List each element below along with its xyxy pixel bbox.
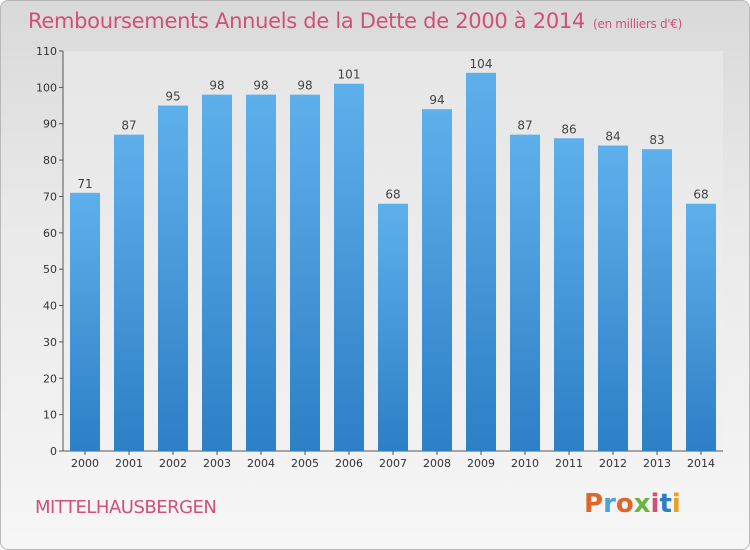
x-tick-label: 2001	[115, 457, 143, 470]
value-label: 87	[121, 119, 136, 133]
x-tick-label: 2010	[511, 457, 539, 470]
bar-2006	[334, 83, 364, 452]
logo-letter: r	[603, 489, 616, 519]
y-tick-label: 20	[43, 372, 57, 385]
logo-letter: o	[615, 489, 634, 519]
x-tick-label: 2012	[599, 457, 627, 470]
y-tick-label: 10	[43, 409, 57, 422]
value-label: 95	[165, 90, 180, 104]
value-label: 84	[605, 130, 620, 144]
y-tick-label: 110	[36, 45, 57, 58]
bar-2001	[114, 134, 144, 452]
chart-unit-note: (en milliers d'€)	[593, 17, 683, 31]
value-label: 104	[470, 57, 493, 71]
y-tick-label: 0	[50, 445, 57, 458]
x-tick-label: 2008	[423, 457, 451, 470]
x-tick-label: 2011	[555, 457, 583, 470]
x-tick-label: 2004	[247, 457, 275, 470]
bar-2005	[290, 94, 320, 452]
value-label: 94	[429, 93, 444, 107]
y-tick-label: 50	[43, 263, 57, 276]
x-tick-label: 2002	[159, 457, 187, 470]
bar-2012	[598, 145, 628, 451]
x-tick-label: 2014	[687, 457, 715, 470]
value-label: 86	[561, 122, 576, 136]
x-tick-label: 2003	[203, 457, 231, 470]
logo-letter: P	[584, 489, 604, 519]
value-label: 68	[385, 188, 400, 202]
value-label: 68	[693, 188, 708, 202]
bar-2004	[246, 94, 276, 452]
x-tick-label: 2006	[335, 457, 363, 470]
x-tick-label: 2005	[291, 457, 319, 470]
bar-2008	[422, 109, 452, 451]
value-label: 71	[77, 177, 92, 191]
y-tick-label: 70	[43, 190, 57, 203]
proxiti-logo: Proxiti	[584, 489, 681, 519]
y-tick-label: 100	[36, 81, 57, 94]
y-tick-label: 60	[43, 227, 57, 240]
bar-2007	[378, 203, 408, 451]
value-label: 98	[209, 79, 224, 93]
logo-letter: i	[671, 489, 681, 519]
logo-letter: x	[633, 489, 651, 519]
value-label: 87	[517, 119, 532, 133]
value-label: 101	[338, 68, 361, 82]
bar-2013	[642, 149, 672, 451]
chart-title-text: Remboursements Annuels de la Dette de 20…	[28, 9, 585, 33]
bar-2000	[70, 192, 100, 451]
value-label: 98	[297, 79, 312, 93]
bar-2002	[158, 105, 188, 451]
y-tick-label: 30	[43, 336, 57, 349]
bar-2010	[510, 134, 540, 452]
logo-letter: t	[659, 489, 672, 519]
x-tick-label: 2007	[379, 457, 407, 470]
x-tick-label: 2009	[467, 457, 495, 470]
city-name: MITTELHAUSBERGEN	[35, 497, 217, 518]
x-tick-label: 2013	[643, 457, 671, 470]
y-tick-label: 90	[43, 118, 57, 131]
bar-2014	[686, 203, 716, 451]
y-tick-label: 80	[43, 154, 57, 167]
bar-2011	[554, 138, 584, 452]
y-tick-label: 40	[43, 300, 57, 313]
x-tick-label: 2000	[71, 457, 99, 470]
value-label: 83	[649, 133, 664, 147]
chart-title: Remboursements Annuels de la Dette de 20…	[28, 9, 682, 33]
bar-2009	[466, 72, 496, 452]
value-label: 98	[253, 79, 268, 93]
bar-2003	[202, 94, 232, 452]
logo-letter: i	[650, 489, 660, 519]
